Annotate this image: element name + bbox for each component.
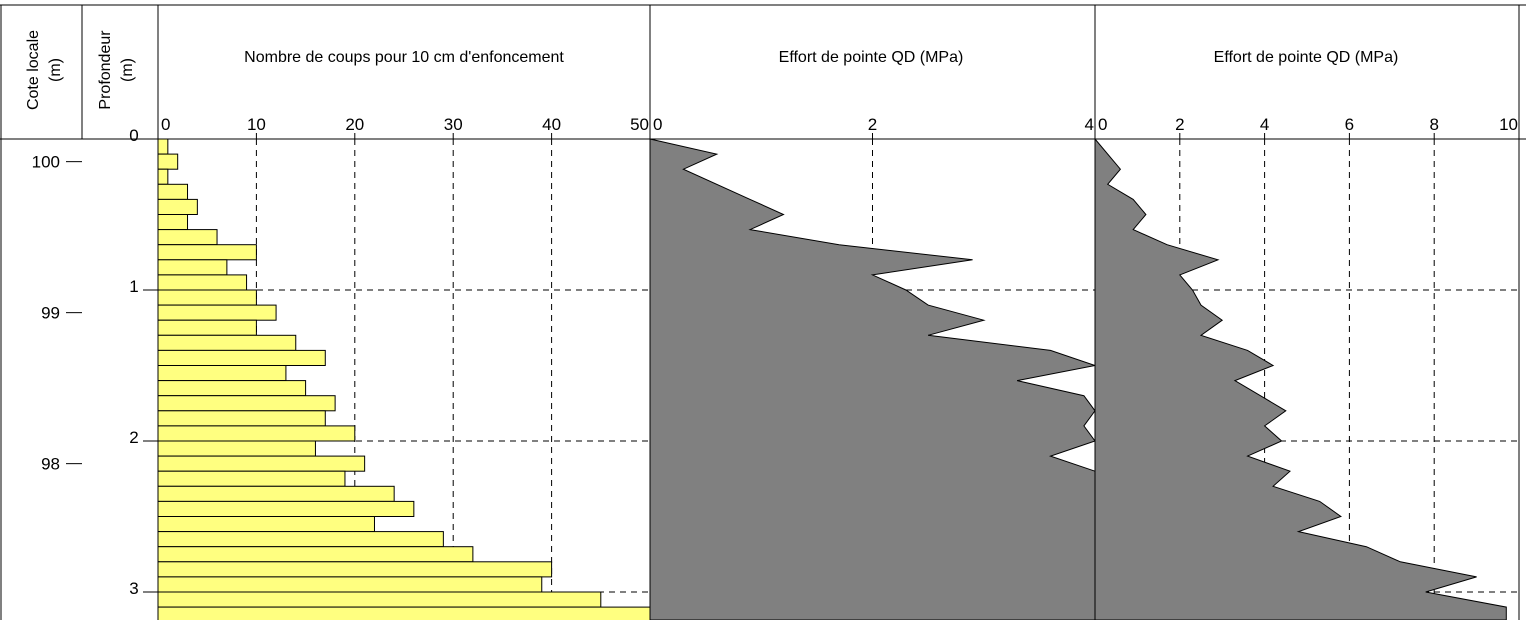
blow-count-bar [157, 198, 198, 215]
panel-3-tick-label: 8 [1429, 115, 1438, 134]
blow-count-bar [157, 576, 543, 593]
blow-count-bar [157, 229, 218, 246]
profondeur-axis-unit: (m) [119, 58, 136, 82]
blow-count-bar [157, 531, 444, 548]
panel-1-tick-label: 40 [542, 115, 561, 134]
blow-count-bar [157, 138, 169, 155]
blow-count-bar [157, 334, 297, 351]
blow-count-bar [157, 168, 169, 185]
panel-2-tick-label: 2 [868, 115, 877, 134]
profondeur-tick-label: 1 [129, 277, 138, 296]
blow-count-bar [157, 380, 307, 397]
qd-area-2 [1094, 137, 1507, 621]
panel-1-tick-label: 10 [247, 115, 266, 134]
blow-count-bar [157, 455, 366, 472]
blow-count-bar [157, 410, 326, 427]
blow-count-bar [157, 516, 375, 533]
blow-count-bar [157, 546, 474, 563]
blow-count-bar [157, 153, 179, 170]
blow-count-bar [157, 259, 228, 276]
profondeur-tick-label: 2 [129, 428, 138, 447]
blow-count-bar [157, 561, 553, 578]
profondeur-tick-label: 0 [129, 126, 138, 145]
panel-2-tick-label: 0 [653, 115, 662, 134]
blow-count-bar [157, 440, 316, 457]
cote-tick-label: 99 [41, 304, 60, 323]
panel-2-tick-label: 4 [1085, 115, 1094, 134]
blow-count-bar [157, 395, 336, 412]
blow-count-bar [157, 591, 602, 608]
panel-3-tick-label: 4 [1260, 115, 1269, 134]
cote-axis-unit: (m) [47, 58, 64, 82]
panel-1-tick-label: 30 [444, 115, 463, 134]
panel-3-tick-label: 0 [1098, 115, 1107, 134]
blow-count-bar [157, 470, 346, 487]
panel-3-tick-label: 2 [1175, 115, 1184, 134]
profondeur-tick-label: 3 [129, 579, 138, 598]
frame-layer [0, 4, 1526, 620]
cote-tick-label: 100 [32, 153, 60, 172]
blow-count-bar [157, 183, 189, 200]
blow-count-bar [157, 319, 257, 336]
panel-1-tick-label: 20 [345, 115, 364, 134]
blow-count-bar [157, 289, 257, 306]
panel-1-tick-label: 50 [630, 115, 649, 134]
cote-axis-label: Cote locale [25, 30, 42, 110]
blow-count-bar [157, 304, 277, 321]
panel3-title: Effort de pointe QD (MPa) [1214, 49, 1399, 66]
panel1-title: Nombre de coups pour 10 cm d'enfoncement [244, 49, 564, 66]
panel-3-tick-label: 6 [1345, 115, 1354, 134]
blow-count-bar [157, 244, 257, 261]
profondeur-axis-label: Profondeur [97, 30, 114, 110]
data-layer [157, 137, 1507, 623]
blow-count-bar [157, 214, 189, 231]
blow-count-bar [157, 606, 651, 623]
blow-count-bar [157, 365, 287, 382]
panel2-title: Effort de pointe QD (MPa) [779, 49, 964, 66]
qd-area-1 [649, 138, 1097, 621]
panel-1-tick-label: 0 [161, 115, 170, 134]
panel-3-tick-label: 10 [1499, 115, 1518, 134]
cote-tick-label: 98 [41, 455, 60, 474]
blow-count-bar [157, 500, 415, 517]
blow-count-bar [157, 425, 356, 442]
blow-count-bar [157, 349, 326, 366]
blow-count-bar [157, 485, 395, 502]
blow-count-bar [157, 274, 248, 291]
